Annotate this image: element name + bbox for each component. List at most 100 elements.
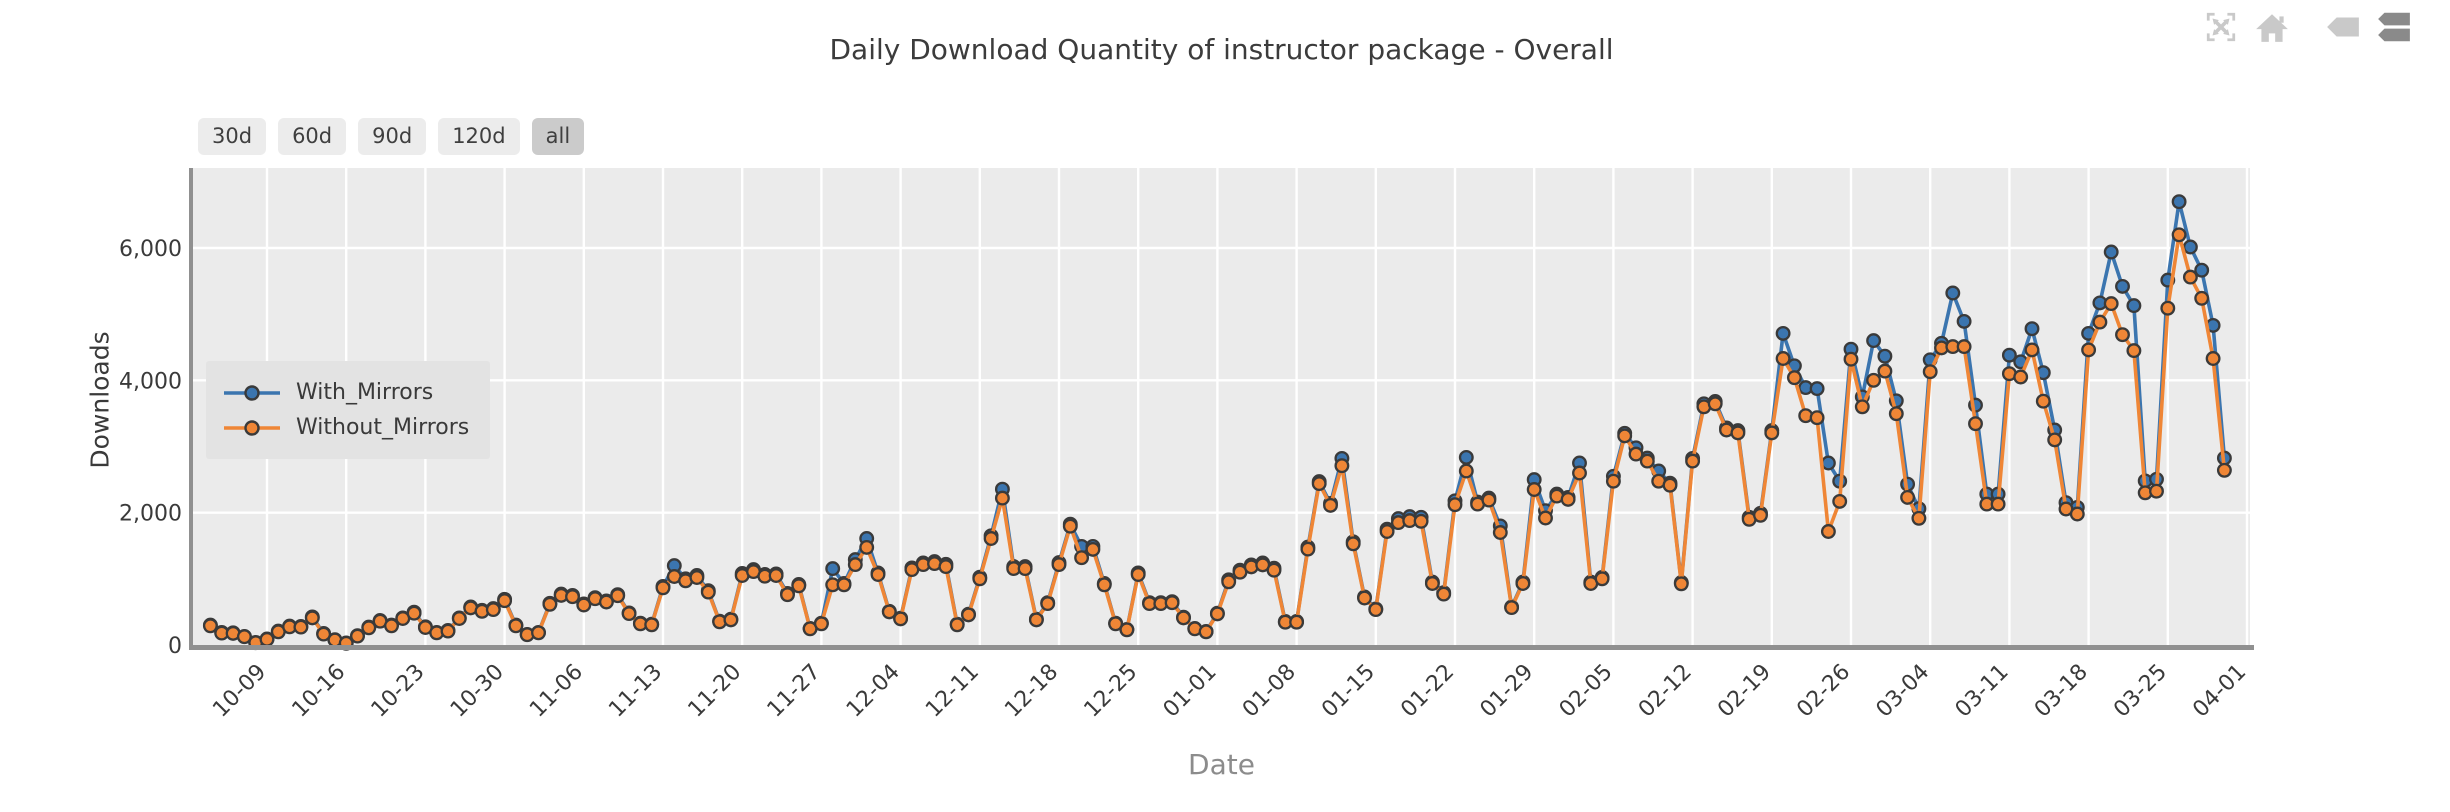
tag-icon[interactable] <box>2325 8 2361 46</box>
data-point <box>236 629 252 645</box>
data-point <box>1956 339 1972 355</box>
y-tick-label: 6,000 <box>119 237 182 262</box>
data-point <box>1888 406 1904 422</box>
data-point <box>542 596 558 612</box>
legend-item-without-mirrors[interactable]: Without_Mirrors <box>222 415 490 440</box>
data-point <box>768 568 784 583</box>
data-point <box>621 606 637 622</box>
data-point <box>2171 194 2187 210</box>
data-point <box>598 594 614 610</box>
data-point <box>1040 596 1056 612</box>
data-point <box>1809 410 1825 426</box>
data-point <box>1730 425 1746 441</box>
data-point <box>1594 571 1610 587</box>
data-point <box>1447 497 1463 513</box>
data-point <box>1775 325 1791 341</box>
data-point <box>1311 476 1327 492</box>
data-point <box>1673 576 1689 592</box>
data-point <box>1786 370 1802 386</box>
data-point <box>813 616 829 632</box>
data-point <box>1820 524 1836 539</box>
data-point <box>293 619 309 635</box>
data-point <box>994 490 1010 506</box>
data-point <box>2126 343 2142 359</box>
data-point <box>2024 342 2040 358</box>
x-tick-label: 02-19 <box>1713 660 1776 723</box>
range-button-30d[interactable]: 30d <box>198 118 267 155</box>
x-tick-label: 03-11 <box>1951 660 2014 723</box>
x-tick-label: 12-04 <box>842 660 905 723</box>
data-point <box>1481 492 1497 508</box>
data-point <box>1458 449 1474 465</box>
data-point <box>836 577 852 593</box>
legend-swatch-without-mirrors <box>224 419 280 436</box>
x-tick-label: 10-23 <box>367 660 430 723</box>
data-point <box>259 631 275 647</box>
range-selector: 30d 60d 90d 120d all <box>198 118 585 155</box>
range-button-90d[interactable]: 90d <box>358 118 427 155</box>
data-point <box>1877 363 1893 379</box>
data-point <box>1617 428 1633 444</box>
range-button-120d[interactable]: 120d <box>438 118 520 155</box>
data-point <box>1266 562 1282 578</box>
data-point <box>2182 269 2198 285</box>
chart-toolbar <box>2203 8 2412 46</box>
legend-item-with-mirrors[interactable]: With_Mirrors <box>222 380 490 405</box>
data-point <box>723 612 739 628</box>
data-point <box>870 567 886 582</box>
plot-background <box>193 168 2250 645</box>
x-tick-label: 11-06 <box>525 660 588 723</box>
data-point <box>825 561 841 577</box>
data-point <box>1922 364 1938 380</box>
data-point <box>2182 239 2198 255</box>
x-tick-label: 11-20 <box>684 660 747 723</box>
data-point <box>2013 369 2029 385</box>
x-axis-spine <box>189 645 2254 650</box>
data-point <box>1198 624 1214 640</box>
data-point <box>1017 561 1033 577</box>
range-button-all[interactable]: all <box>531 118 585 155</box>
data-point <box>497 593 513 609</box>
home-icon[interactable] <box>2254 8 2290 46</box>
data-point <box>1108 616 1124 632</box>
data-point <box>1413 513 1429 529</box>
data-point <box>847 557 863 573</box>
x-tick-label: 02-26 <box>1792 660 1855 723</box>
data-point <box>2035 393 2051 409</box>
data-point <box>1221 574 1237 590</box>
fullscreen-icon[interactable] <box>2203 8 2239 46</box>
data-point <box>1753 507 1768 523</box>
data-point <box>949 617 965 633</box>
chart-title: Daily Download Quantity of instructor pa… <box>829 33 1614 66</box>
data-point <box>2081 342 2097 358</box>
data-point <box>1028 612 1044 628</box>
data-point <box>700 584 716 600</box>
x-tick-label: 03-18 <box>2030 660 2093 723</box>
data-point <box>1866 372 1882 388</box>
data-point <box>1945 285 1961 301</box>
data-point <box>1504 600 1520 616</box>
data-point <box>1832 493 1848 509</box>
data-point <box>508 618 524 634</box>
data-point <box>983 531 999 546</box>
data-point <box>961 607 976 623</box>
x-tick-label: 10-16 <box>288 660 351 723</box>
data-point <box>1605 473 1621 489</box>
data-point <box>316 626 332 642</box>
data-point <box>576 597 592 613</box>
layers-icon[interactable] <box>2376 8 2412 46</box>
data-point <box>1526 482 1542 497</box>
data-point <box>2092 314 2108 330</box>
x-tick-label: 12-25 <box>1080 660 1143 723</box>
data-point <box>1130 567 1146 582</box>
data-point <box>1368 602 1384 618</box>
data-point <box>1119 622 1135 638</box>
data-point <box>2126 298 2142 314</box>
data-point <box>2047 432 2063 448</box>
data-point <box>859 539 875 555</box>
data-point <box>2069 506 2085 522</box>
data-point <box>1051 557 1067 573</box>
range-button-60d[interactable]: 60d <box>278 118 347 155</box>
data-point <box>1956 313 1972 329</box>
data-point <box>1424 576 1440 591</box>
